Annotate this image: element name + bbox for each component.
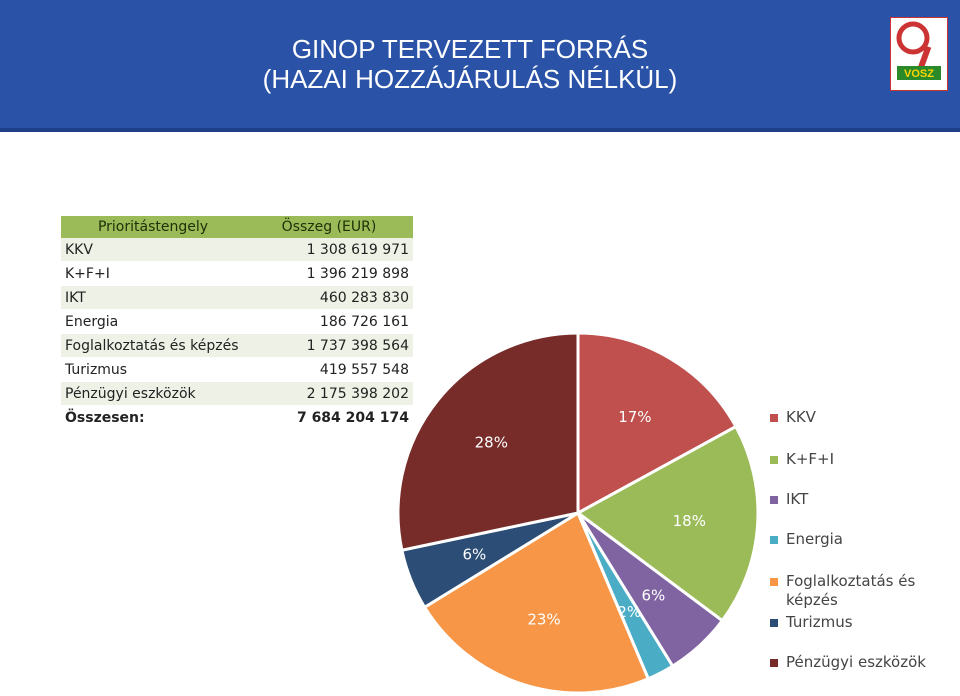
row-label: IKT xyxy=(61,285,245,310)
column-header-amount: Összeg (EUR) xyxy=(245,216,413,238)
pie-label-ikt: 6% xyxy=(641,586,665,604)
pie-label-turizmus: 6% xyxy=(462,545,486,563)
pie-label-k-f-i: 18% xyxy=(673,512,706,530)
legend-label: Pénzügyi eszközök xyxy=(786,653,926,671)
row-label: Foglalkoztatás és képzés xyxy=(61,333,245,358)
row-amount: 1 737 398 564 xyxy=(245,333,413,358)
table-row: Pénzügyi eszközök 2 175 398 202 xyxy=(61,381,413,406)
logo-text: VOSZ xyxy=(904,68,934,80)
table-row: K+F+I 1 396 219 898 xyxy=(61,261,413,286)
key-logo-icon: VOSZ xyxy=(896,21,941,80)
column-header-priority: Prioritástengely xyxy=(61,216,245,238)
vosz-logo: VOSZ xyxy=(890,17,948,91)
table-row: Energia 186 726 161 xyxy=(61,309,413,334)
total-amount: 7 684 204 174 xyxy=(245,405,413,430)
pie-slice-foglalkoztatas-es-kepzes xyxy=(422,510,651,695)
total-label: Összesen: xyxy=(61,405,245,430)
row-label: KKV xyxy=(61,238,245,262)
legend-swatch xyxy=(770,456,778,464)
legend-swatch xyxy=(770,619,778,627)
legend-label: IKT xyxy=(786,490,809,508)
slide-title: GINOP TERVEZETT FORRÁS (HAZAI HOZZÁJÁRUL… xyxy=(180,34,760,94)
slide-header xyxy=(0,0,960,128)
table-row: IKT 460 283 830 xyxy=(61,285,413,310)
row-amount: 186 726 161 xyxy=(245,309,413,334)
pie-chart: 17%18%6%2%23%6%28% xyxy=(396,331,760,695)
row-amount: 2 175 398 202 xyxy=(245,381,413,406)
table-total-row: Összesen: 7 684 204 174 xyxy=(61,405,413,430)
table-row: Turizmus 419 557 548 xyxy=(61,357,413,382)
row-label: Turizmus xyxy=(61,357,245,382)
legend-swatch xyxy=(770,536,778,544)
row-amount: 460 283 830 xyxy=(245,285,413,310)
row-amount: 1 396 219 898 xyxy=(245,261,413,286)
pie-slice-penzugyi-eszkozok xyxy=(396,331,580,552)
row-label: Energia xyxy=(61,309,245,334)
legend-swatch xyxy=(770,659,778,667)
title-line-1: GINOP TERVEZETT FORRÁS xyxy=(291,34,649,64)
legend-swatch xyxy=(770,414,778,422)
pie-label-kkv: 17% xyxy=(618,408,651,426)
row-label: K+F+I xyxy=(61,261,245,286)
legend-label: Foglalkoztatás és képzés xyxy=(786,572,916,609)
table-row: KKV 1 308 619 971 xyxy=(61,238,413,262)
table-row: Foglalkoztatás és képzés 1 737 398 564 xyxy=(61,333,413,358)
legend-label: KKV xyxy=(786,408,816,426)
row-label: Pénzügyi eszközök xyxy=(61,381,245,406)
title-line-2: (HAZAI HOZZÁJÁRULÁS NÉLKÜL) xyxy=(262,64,678,94)
pie-label-foglalkoztatas-es-kepzes: 23% xyxy=(527,610,560,628)
header-divider xyxy=(0,128,960,132)
row-amount: 1 308 619 971 xyxy=(245,238,413,262)
table-header-row: Prioritástengely Összeg (EUR) xyxy=(61,216,413,238)
legend-label: Energia xyxy=(786,530,843,548)
legend-swatch xyxy=(770,578,778,586)
pie-label-penzugyi-eszkozok: 28% xyxy=(475,434,508,452)
legend-swatch xyxy=(770,496,778,504)
row-amount: 419 557 548 xyxy=(245,357,413,382)
legend-label: K+F+I xyxy=(786,450,835,468)
legend-label: Turizmus xyxy=(786,613,853,631)
pie-slice-kkv xyxy=(576,331,738,516)
priority-table: Prioritástengely Összeg (EUR) KKV 1 308 … xyxy=(61,216,413,430)
pie-slice-k-f-i xyxy=(575,424,760,623)
